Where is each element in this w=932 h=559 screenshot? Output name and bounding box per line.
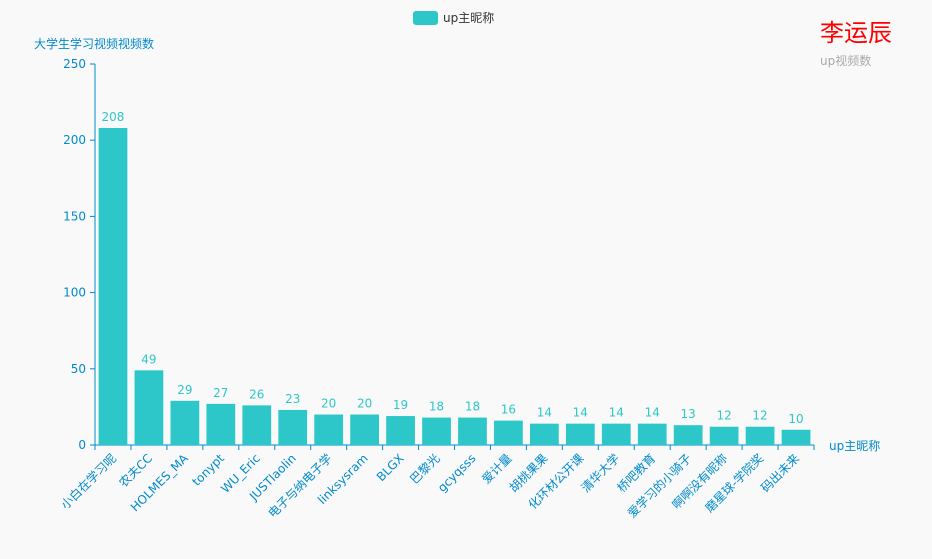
bar[interactable] xyxy=(745,426,775,445)
y-tick-label: 250 xyxy=(63,57,86,71)
bar[interactable] xyxy=(565,423,595,445)
bar-value-label: 19 xyxy=(393,398,408,412)
bar-value-label: 208 xyxy=(102,110,125,124)
bar-value-label: 12 xyxy=(716,409,731,423)
bar[interactable] xyxy=(673,425,703,445)
bar-value-label: 14 xyxy=(645,406,660,420)
bar-value-label: 16 xyxy=(501,403,516,417)
x-tick-label: 码出未来 xyxy=(758,451,802,495)
y-tick-label: 0 xyxy=(78,438,86,452)
bar[interactable] xyxy=(637,423,667,445)
bar[interactable] xyxy=(206,403,236,445)
y-tick-label: 150 xyxy=(63,209,86,223)
y-tick-label: 50 xyxy=(71,362,86,376)
legend-item[interactable]: up主昵称 xyxy=(413,9,494,26)
x-axis-title: up主昵称 xyxy=(829,439,881,453)
bar[interactable] xyxy=(494,420,523,445)
x-tick-label: gcyqsss xyxy=(435,451,479,495)
x-tick-label: BLGX xyxy=(374,451,407,484)
chart-title: 李运辰 xyxy=(820,19,892,47)
bar-value-label: 18 xyxy=(429,400,444,414)
bar-value-label: 23 xyxy=(285,392,300,406)
bar[interactable] xyxy=(601,423,631,445)
bar-value-label: 18 xyxy=(465,400,480,414)
bar-value-label: 14 xyxy=(609,406,624,420)
bar-value-label: 26 xyxy=(249,387,264,401)
y-tick-label: 200 xyxy=(63,133,86,147)
bar[interactable] xyxy=(170,400,200,445)
bar[interactable] xyxy=(709,426,739,445)
bar-value-label: 20 xyxy=(321,397,336,411)
bar-value-label: 20 xyxy=(357,397,372,411)
bar-value-label: 12 xyxy=(752,409,767,423)
legend-label: up主昵称 xyxy=(443,11,495,25)
x-tick-label: 清华大学 xyxy=(578,451,623,496)
bar[interactable] xyxy=(98,128,128,445)
title-block: 李运辰 up视频数 xyxy=(820,18,892,69)
x-tick-label: 小白在学习呢 xyxy=(58,451,120,513)
bar[interactable] xyxy=(350,414,380,445)
bar[interactable] xyxy=(314,414,344,445)
bar[interactable] xyxy=(458,417,487,445)
bar[interactable] xyxy=(529,423,559,445)
bar-value-label: 29 xyxy=(177,383,192,397)
bar-value-label: 14 xyxy=(537,406,552,420)
bar-value-label: 10 xyxy=(788,412,803,426)
x-tick-label: 电子与纳电子学 xyxy=(265,451,335,521)
bar[interactable] xyxy=(386,416,415,445)
bar-value-label: 27 xyxy=(213,386,228,400)
bar[interactable] xyxy=(242,405,272,445)
bar[interactable] xyxy=(278,409,308,445)
bar-value-label: 13 xyxy=(681,407,696,421)
bar[interactable] xyxy=(134,370,164,445)
y-tick-label: 100 xyxy=(63,286,86,300)
bar[interactable] xyxy=(781,429,811,445)
legend-swatch-icon xyxy=(413,10,438,25)
bar-value-label: 49 xyxy=(141,352,156,366)
chart-subtitle: up视频数 xyxy=(820,54,872,68)
bar-value-label: 14 xyxy=(573,406,588,420)
y-axis-title: 大学生学习视频视频数 xyxy=(34,37,155,51)
bar[interactable] xyxy=(422,417,451,445)
x-tick-label: 爱学习的小骑子 xyxy=(624,451,694,521)
